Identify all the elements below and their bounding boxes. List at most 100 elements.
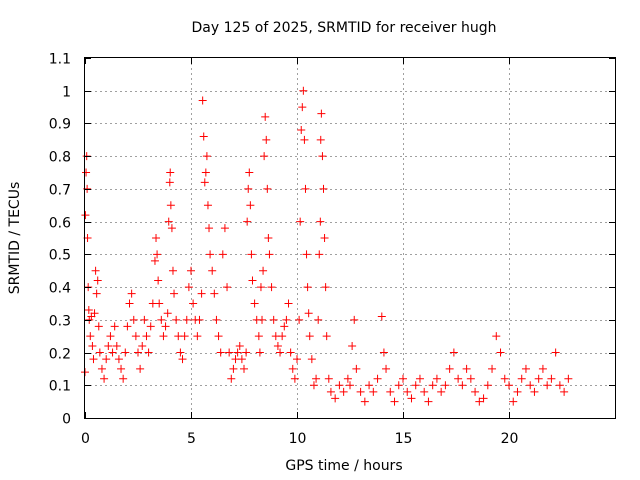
- data-point: [318, 152, 327, 161]
- data-point: [206, 250, 215, 259]
- data-point: [117, 364, 126, 373]
- data-point: [462, 364, 471, 373]
- data-point: [449, 348, 458, 357]
- data-point: [84, 306, 93, 314]
- data-point: [110, 322, 119, 331]
- data-point: [237, 355, 246, 364]
- data-point: [269, 315, 278, 324]
- data-point: [331, 394, 340, 403]
- data-point: [320, 234, 329, 242]
- data-point: [187, 266, 195, 275]
- data-point: [295, 315, 304, 324]
- data-point: [121, 348, 130, 357]
- data-point: [233, 348, 242, 357]
- data-point: [324, 374, 333, 383]
- data-point: [193, 332, 202, 341]
- data-point: [534, 374, 543, 383]
- data-point: [195, 315, 204, 324]
- data-point: [199, 132, 208, 141]
- data-point: [496, 348, 505, 357]
- y-tick-label: 0.5: [49, 248, 71, 264]
- data-point: [216, 348, 225, 357]
- data-point: [178, 355, 187, 364]
- data-point: [319, 184, 328, 193]
- data-point: [379, 348, 388, 357]
- data-point: [348, 342, 357, 350]
- data-point: [165, 178, 174, 187]
- data-point: [166, 201, 175, 210]
- data-point: [302, 250, 311, 259]
- data-point: [243, 217, 252, 226]
- ticks: 0 0.1 0.2 0.3 0.4 0.5 0.6 0.7 0.8 0.9 1 1.1 0 5 10 15 20: [49, 52, 615, 447]
- data-point: [350, 315, 359, 324]
- data-point: [466, 374, 475, 383]
- data-point: [298, 103, 307, 112]
- data-point: [97, 364, 106, 373]
- data-point: [248, 276, 257, 285]
- data-point: [317, 109, 326, 118]
- data-point: [547, 374, 556, 383]
- data-point: [81, 211, 90, 220]
- data-point: [114, 355, 123, 364]
- data-point: [92, 289, 101, 298]
- data-point: [246, 201, 255, 210]
- data-point: [159, 332, 168, 341]
- data-point: [314, 315, 323, 324]
- data-point: [258, 315, 267, 324]
- y-tick-label: 0: [62, 412, 71, 428]
- data-point: [265, 250, 274, 259]
- data-point: [365, 381, 374, 390]
- data-point: [90, 309, 99, 318]
- data-point: [245, 168, 254, 177]
- data-point: [168, 266, 177, 275]
- data-point: [140, 315, 149, 324]
- data-point: [382, 364, 391, 373]
- data-point: [119, 374, 128, 383]
- data-point: [303, 283, 312, 292]
- data-point: [93, 276, 102, 285]
- data-point: [184, 283, 193, 292]
- data-point: [138, 342, 147, 350]
- data-point: [564, 374, 573, 383]
- y-tick-label: 0.9: [49, 117, 71, 133]
- data-point: [256, 283, 265, 292]
- data-point: [394, 381, 403, 390]
- data-point: [205, 224, 214, 233]
- data-point: [488, 364, 497, 373]
- data-point: [555, 381, 564, 390]
- data-point: [293, 355, 301, 364]
- data-point: [261, 112, 270, 121]
- data-point: [91, 266, 100, 275]
- data-point: [445, 364, 454, 373]
- x-tick-label: 0: [81, 431, 90, 447]
- data-point: [259, 266, 268, 275]
- data-point: [201, 168, 210, 177]
- data-point: [197, 289, 206, 298]
- data-point: [373, 374, 382, 383]
- data-point: [273, 342, 282, 350]
- y-axis-label: SRMTID / TECUs: [7, 182, 23, 295]
- data-point: [386, 387, 395, 396]
- data-point: [235, 342, 244, 350]
- data-point: [315, 250, 324, 259]
- data-point: [225, 348, 234, 357]
- data-point: [505, 381, 513, 390]
- data-point: [296, 217, 305, 226]
- data-point: [264, 234, 273, 242]
- data-point: [441, 381, 450, 390]
- data-point: [163, 309, 172, 318]
- data-point: [316, 217, 325, 226]
- data-point: [513, 387, 522, 396]
- data-point: [180, 332, 189, 341]
- data-point: [152, 234, 161, 242]
- data-point: [229, 364, 238, 373]
- data-point: [326, 387, 335, 396]
- data-point: [242, 348, 251, 357]
- y-tick-label: 0.8: [49, 150, 71, 166]
- data-point: [102, 355, 111, 364]
- x-tick-label: 10: [289, 431, 307, 447]
- data-point: [146, 322, 155, 331]
- data-point: [530, 387, 539, 396]
- data-point: [208, 266, 217, 275]
- data-point: [282, 315, 291, 324]
